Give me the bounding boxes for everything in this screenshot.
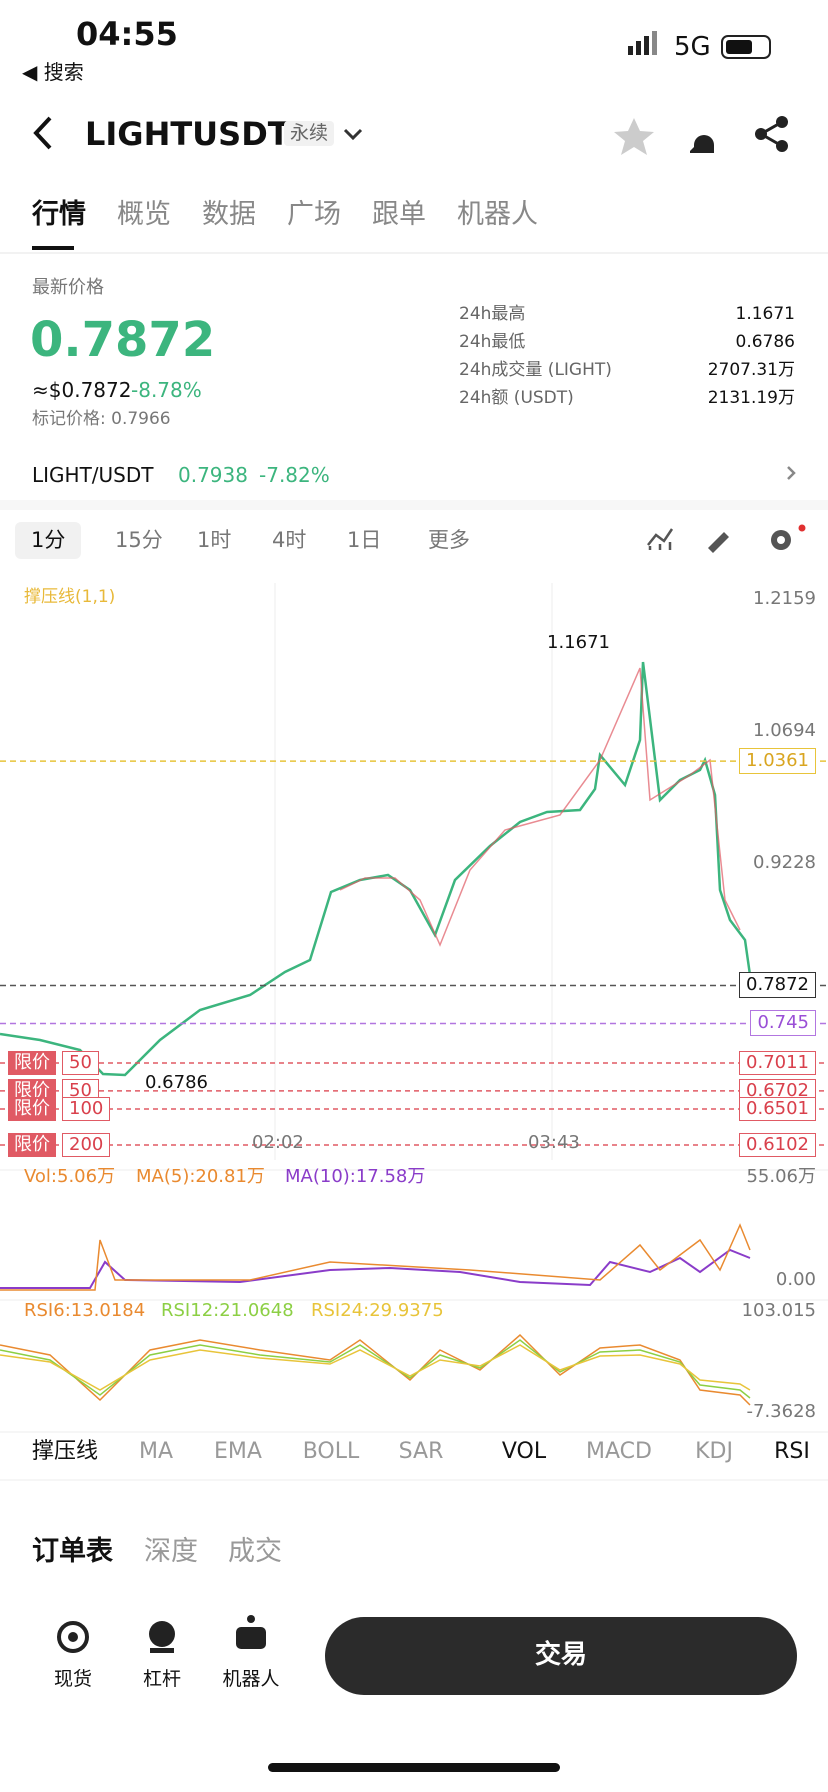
interval[interactable]: 15分 [115, 528, 163, 552]
tab[interactable]: 机器人 [457, 199, 538, 230]
stat-label: 24h最低 [459, 332, 526, 352]
change: -8.78% [131, 378, 202, 402]
spot-change: -7.82% [259, 463, 330, 487]
tab[interactable]: 跟单 [372, 199, 426, 230]
order-tab[interactable]: 深度 [144, 1536, 198, 1567]
indicator-tab[interactable]: VOL [501, 1439, 547, 1464]
low-marker: 0.6786 [145, 1072, 208, 1094]
chart-indicator: 撑压线(1,1) [24, 587, 116, 607]
spot-pair[interactable]: LIGHT/USDT [32, 463, 154, 487]
usd-price: ≈$0.7872 [32, 378, 132, 402]
stat-label: 24h额 (USDT) [459, 388, 574, 408]
stat-label: 24h最高 [459, 304, 526, 324]
vol-max: 55.06万 [746, 1166, 816, 1187]
vol: Vol:5.06万 [24, 1166, 116, 1187]
clock: 04:55 [76, 15, 178, 53]
stat-value: 1.1671 [735, 304, 795, 324]
interval[interactable]: 更多 [428, 528, 470, 552]
interval[interactable]: 1时 [197, 528, 232, 552]
indicator-tab[interactable]: BOLL [302, 1439, 360, 1464]
current-label: 0.7872 [739, 972, 816, 999]
network: 5G [674, 32, 711, 62]
vol-ma10: MA(10):17.58万 [285, 1166, 426, 1187]
high-marker: 1.1671 [547, 631, 610, 653]
tab[interactable]: 概览 [117, 199, 171, 230]
order-qty: 50 [62, 1051, 99, 1076]
limit-label: 0.6501 [739, 1097, 816, 1122]
order-qty: 200 [62, 1133, 111, 1157]
rsi12: RSI12:21.0648 [161, 1300, 294, 1321]
tab[interactable]: 广场 [287, 199, 341, 230]
rsi24: RSI24:29.9375 [311, 1300, 444, 1321]
nav-item[interactable]: 现货 [53, 1668, 93, 1690]
interval[interactable]: 4时 [272, 528, 307, 552]
vol-min: 0.00 [775, 1269, 816, 1290]
stat-value: 2131.19万 [707, 388, 795, 408]
order-tab[interactable]: 订单表 [32, 1536, 113, 1567]
trade-button[interactable]: 交易 [534, 1640, 587, 1670]
tab[interactable]: 数据 [202, 199, 256, 230]
indicator-tab[interactable]: RSI [774, 1439, 810, 1464]
rsi-min: -7.3628 [746, 1401, 816, 1422]
support-label: 0.745 [750, 1010, 816, 1037]
stat-label: 24h成交量 (LIGHT) [459, 360, 612, 380]
stat-value: 2707.31万 [707, 360, 795, 380]
order-tag[interactable]: 限价 [8, 1133, 56, 1157]
stat-value: 0.6786 [735, 332, 795, 352]
interval[interactable]: 1日 [347, 528, 382, 552]
indicator-tab[interactable]: MA [138, 1439, 174, 1464]
price-label: 最新价格 [32, 277, 104, 298]
contract-tag[interactable]: 永续 [284, 121, 335, 146]
back-app[interactable]: ◀ 搜索 [22, 60, 84, 84]
mark-price: 标记价格: 0.7966 [32, 409, 171, 429]
order-tag[interactable]: 限价 [8, 1051, 56, 1076]
indicator-tab[interactable]: MACD [586, 1439, 652, 1464]
time-tick: 02:02 [252, 1132, 304, 1153]
order-qty: 100 [62, 1097, 111, 1122]
indicator-tab[interactable]: KDJ [695, 1439, 733, 1464]
nav-item[interactable]: 机器人 [222, 1668, 280, 1690]
indicator-tab[interactable]: EMA [214, 1439, 262, 1464]
nav-item[interactable]: 杠杆 [142, 1668, 182, 1690]
indicator-tab[interactable]: 撑压线 [31, 1439, 99, 1464]
price-tick: 0.9228 [753, 852, 816, 874]
order-tag[interactable]: 限价 [8, 1097, 56, 1122]
price-tick: 1.0694 [753, 720, 816, 742]
time-tick: 03:43 [528, 1132, 580, 1153]
limit-label: 0.7011 [739, 1051, 816, 1076]
spot-price: 0.7938 [178, 463, 248, 487]
tab[interactable]: 行情 [32, 199, 86, 230]
indicator-tab[interactable]: SAR [398, 1439, 444, 1464]
interval[interactable]: 1分 [15, 522, 82, 559]
order-tab[interactable]: 成交 [228, 1536, 282, 1567]
limit-label: 0.6102 [739, 1133, 816, 1157]
last-price: 0.7872 [30, 312, 216, 368]
rsi-max: 103.015 [741, 1300, 816, 1321]
vol-ma5: MA(5):20.81万 [136, 1166, 265, 1187]
price-tick: 1.2159 [753, 588, 816, 609]
symbol: LIGHTUSDT [85, 115, 290, 153]
rsi6: RSI6:13.0184 [24, 1300, 146, 1321]
resistance-label: 1.0361 [739, 748, 816, 775]
